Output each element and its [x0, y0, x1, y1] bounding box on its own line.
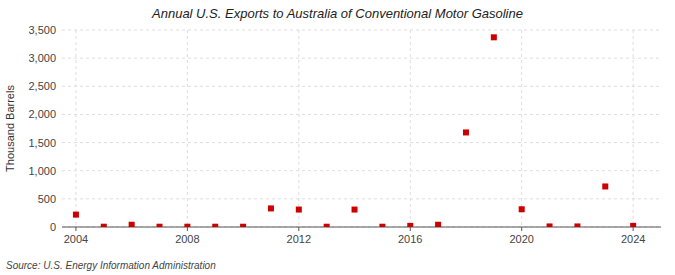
data-point [157, 224, 163, 227]
y-grid-line [62, 114, 661, 115]
grid [62, 30, 661, 227]
data-point [352, 207, 358, 213]
y-tick-label: 3,000 [28, 52, 56, 64]
y-axis: 0 500 1,000 1,500 2,000 2,500 3,000 3,500 [28, 24, 56, 233]
data-point [547, 223, 553, 227]
x-grid-line [187, 30, 188, 227]
x-grid-line [521, 30, 522, 227]
y-tick-label: 1,500 [28, 137, 56, 149]
data-point [268, 205, 274, 211]
x-tick-label: 2020 [509, 233, 533, 245]
x-tick-label: 2008 [175, 233, 199, 245]
y-axis-label: Thousand Barrels [4, 85, 16, 172]
data-point [101, 224, 107, 227]
source-note: Source: U.S. Energy Information Administ… [6, 260, 216, 271]
data-point [435, 222, 441, 227]
data-point [463, 129, 469, 135]
y-tick-label: 1,000 [28, 165, 56, 177]
data-point [407, 223, 413, 227]
data-point [630, 223, 636, 227]
data-point [73, 212, 79, 218]
y-grid-line [62, 198, 661, 199]
data-point [212, 224, 218, 227]
y-grid-line [62, 86, 661, 87]
points [73, 34, 636, 227]
x-tick-mark [298, 227, 299, 231]
x-tick-label: 2004 [64, 233, 88, 245]
x-grid-line [633, 30, 634, 227]
x-tick-label: 2016 [398, 233, 422, 245]
x-tick-mark [75, 227, 76, 231]
data-point [129, 222, 135, 227]
data-point [574, 223, 580, 227]
x-tick-mark [187, 227, 188, 231]
x-tick-mark [410, 227, 411, 231]
data-point [379, 224, 385, 227]
data-point [184, 224, 190, 227]
x-axis: 2004 2008 2012 2016 2020 2024 [62, 227, 661, 245]
x-axis-line [62, 227, 661, 228]
y-grid-line [62, 142, 661, 143]
data-point [602, 183, 608, 189]
x-tick-label: 2024 [621, 233, 645, 245]
chart-svg: 05001,0001,5002,0002,5003,0003,500200420… [0, 0, 675, 275]
y-grid-line [62, 227, 661, 228]
y-tick-label: 0 [50, 221, 56, 233]
y-tick-label: 500 [38, 193, 56, 205]
x-grid-line [298, 30, 299, 227]
y-tick-label: 2,500 [28, 80, 56, 92]
data-point [240, 224, 246, 227]
data-point [296, 207, 302, 213]
data-point [491, 34, 497, 40]
x-grid-line [410, 30, 411, 227]
x-tick-mark [521, 227, 522, 231]
y-grid-line [62, 30, 661, 31]
x-tick-mark [633, 227, 634, 231]
y-grid-line [62, 170, 661, 171]
chart-title: Annual U.S. Exports to Australia of Conv… [151, 6, 523, 21]
data-point [519, 206, 525, 212]
y-tick-label: 2,000 [28, 108, 56, 120]
data-point [324, 224, 330, 227]
x-grid-line [75, 30, 76, 227]
y-tick-label: 3,500 [28, 24, 56, 36]
x-tick-label: 2012 [287, 233, 311, 245]
chart-container: 05001,0001,5002,0002,5003,0003,500200420… [0, 0, 675, 275]
y-grid-line [62, 58, 661, 59]
